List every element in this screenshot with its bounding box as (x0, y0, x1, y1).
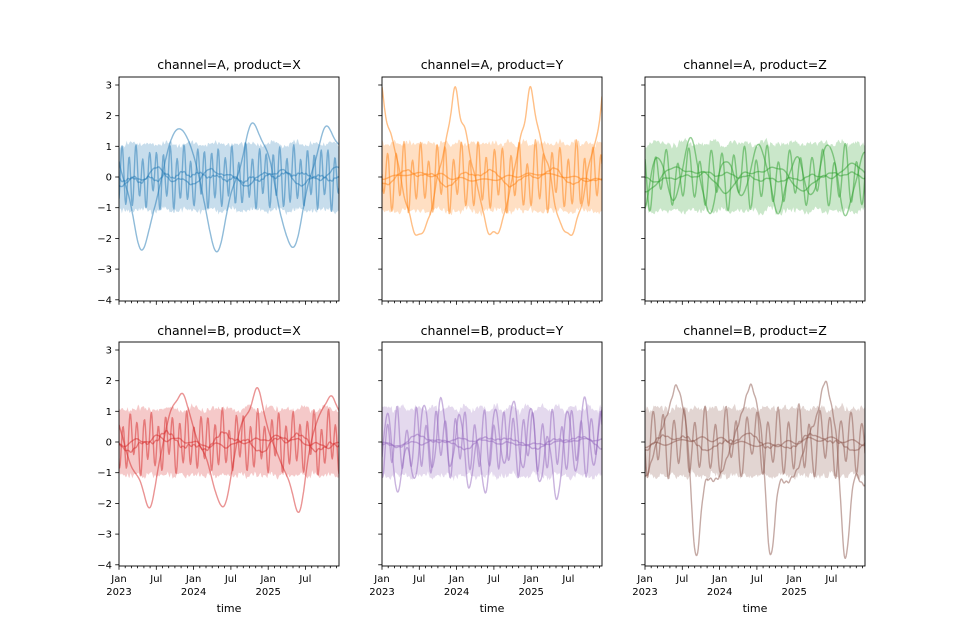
xtick-label: Jan (522, 574, 538, 585)
subplot-1-line-seasonal (382, 85, 602, 236)
ytick-label: −4 (97, 295, 112, 306)
x-axis-label-0: time (217, 602, 242, 615)
subplot-5: Jan 2023 Jul Jan 2024 Jul Jan 2025 Jul (632, 341, 866, 598)
subplot-2-band (645, 137, 865, 216)
subplot-0: 3 2 1 0 −1 −2 −3 −4 (97, 76, 340, 306)
plots-layer: 3 2 1 0 −1 −2 −3 −4 3 2 1 0 −1 −2 −3 −4 Jan 2023 Jul Jan 202… (97, 76, 866, 598)
xtick-label: Jul (675, 574, 688, 585)
subplot-0-spines (118, 76, 340, 302)
subplot-4-ticks (378, 349, 600, 570)
subplot-4-line-fast (382, 405, 602, 479)
xtick-label-year: 2023 (106, 587, 131, 598)
subplot-0-ticks (115, 84, 337, 305)
x-axis-label-2: time (743, 602, 768, 615)
xtick-label: Jul (750, 574, 763, 585)
subplot-1-spines (381, 76, 603, 302)
xtick-label-year: 2025 (518, 587, 543, 598)
xtick-label-year: 2025 (781, 587, 806, 598)
subplot-1-title: channel=A, product=Y (421, 57, 564, 72)
ytick-label: −4 (97, 560, 112, 571)
xtick-label-year: 2023 (369, 587, 394, 598)
subplot-3-line-flat (119, 434, 339, 450)
subplot-2-line-wander (645, 162, 865, 195)
subplot-0-line-seasonal (119, 122, 339, 253)
subplot-3: 3 2 1 0 −1 −2 −3 −4 Jan 2023 Jul Jan 2024 Jul Jan 2025 J… (97, 341, 340, 598)
subplot-0-title: channel=A, product=X (157, 57, 301, 72)
xtick-label: Jul (824, 574, 837, 585)
xtick-label: Jan (785, 574, 801, 585)
ytick-label: 2 (106, 376, 112, 387)
subplot-5-line-fast (645, 403, 865, 480)
subplot-1-line-wander (382, 167, 602, 188)
xtick-label-year: 2024 (181, 587, 206, 598)
subplot-3-line-fast (119, 407, 339, 477)
subplot-4: Jan 2023 Jul Jan 2024 Jul Jan 2025 Jul (369, 341, 603, 598)
subplot-4-line-seasonal (382, 396, 602, 501)
subplot-5-ticks (641, 349, 863, 570)
subplot-0-line-flat (119, 170, 339, 184)
subplot-0-line-fast (119, 142, 339, 212)
xtick-label: Jul (561, 574, 574, 585)
subplot-5-line-wander (645, 432, 865, 452)
xtick-label: Jan (185, 574, 201, 585)
ytick-label: −2 (97, 234, 112, 245)
xtick-label: Jul (412, 574, 425, 585)
ytick-label: −3 (97, 265, 112, 276)
subplot-2-ticks (641, 84, 863, 305)
subplot-2-spines (644, 76, 866, 302)
xtick-label: Jan (711, 574, 727, 585)
subplot-1-line-fast (382, 139, 602, 215)
xtick-label: Jan (259, 574, 275, 585)
xtick-label: Jan (373, 574, 389, 585)
ytick-label: 0 (106, 438, 112, 449)
ytick-label: 3 (106, 81, 112, 92)
xtick-label: Jan (110, 574, 126, 585)
subplot-4-line-wander (382, 433, 602, 451)
ytick-label: −1 (97, 203, 112, 214)
ytick-label: −1 (97, 468, 112, 479)
ytick-label: 1 (106, 142, 112, 153)
xtick-label: Jan (448, 574, 464, 585)
subplot-3-line-wander (119, 429, 339, 453)
ytick-label: −3 (97, 530, 112, 541)
subplot-4-line-flat (382, 437, 602, 447)
subplot-0-line-wander (119, 166, 339, 188)
xtick-label-year: 2024 (444, 587, 469, 598)
subplot-2-line-fast (645, 142, 865, 212)
ytick-label: 2 (106, 111, 112, 122)
xtick-label-year: 2024 (707, 587, 732, 598)
subplot-5-spines (644, 341, 866, 567)
xtick-label: Jul (298, 574, 311, 585)
xtick-label: Jul (149, 574, 162, 585)
xtick-label: Jan (636, 574, 652, 585)
subplot-5-title: channel=B, product=Z (683, 323, 827, 338)
xtick-label: Jul (224, 574, 237, 585)
subplot-3-ticks (115, 349, 337, 570)
subplot-2-line-flat (645, 171, 865, 183)
ytick-label: 0 (106, 173, 112, 184)
subplot-2-line-seasonal (645, 136, 865, 217)
subplot-3-line-seasonal (119, 387, 339, 513)
subplot-3-title: channel=B, product=X (157, 323, 301, 338)
subplot-4-spines (381, 341, 603, 567)
subplot-3-spines (118, 341, 340, 567)
ytick-label: −2 (97, 499, 112, 510)
subplot-4-title: channel=B, product=Y (421, 323, 564, 338)
x-axis-label-1: time (480, 602, 505, 615)
xtick-label-year: 2025 (255, 587, 280, 598)
subplot-1 (378, 76, 603, 305)
subplot-1-ticks (378, 84, 600, 305)
xtick-label-year: 2023 (632, 587, 657, 598)
subplot-2 (641, 76, 866, 305)
subplot-5-line-flat (645, 436, 865, 449)
ytick-label: 1 (106, 407, 112, 418)
ytick-label: 3 (106, 346, 112, 357)
subplot-2-title: channel=A, product=Z (683, 57, 827, 72)
subplot-5-line-seasonal (645, 380, 865, 559)
xtick-label: Jul (487, 574, 500, 585)
subplot-1-line-flat (382, 171, 602, 183)
